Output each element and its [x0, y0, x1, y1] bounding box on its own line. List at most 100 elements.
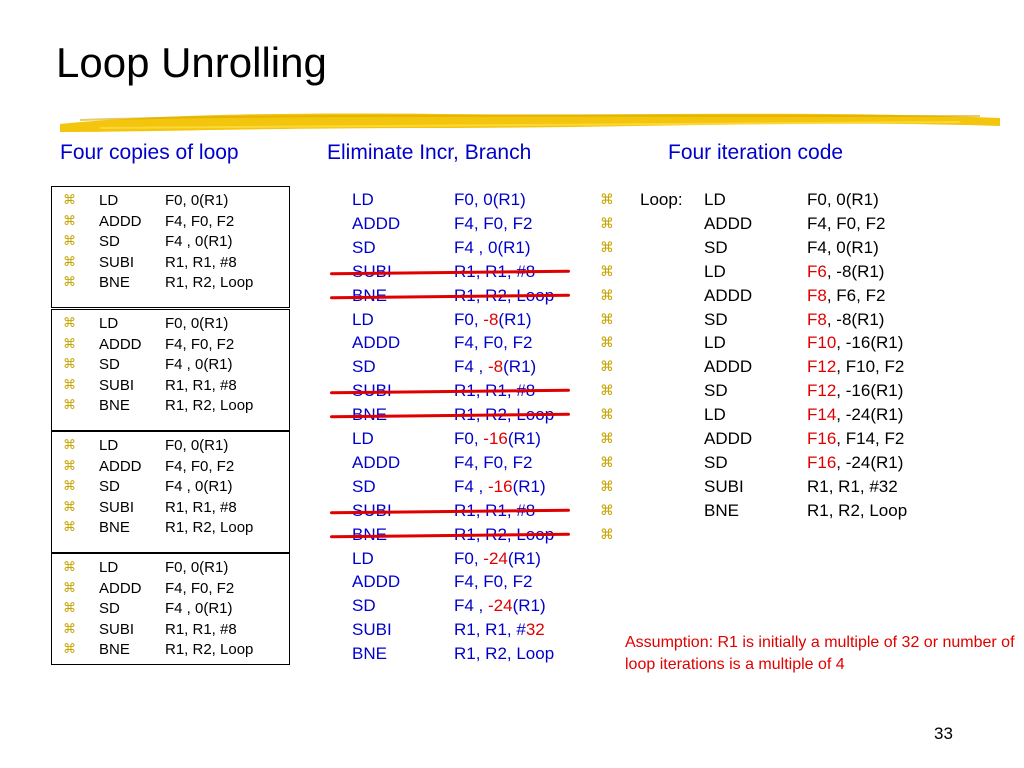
bullet-icon: ⌘	[63, 499, 76, 515]
opcode: BNE	[99, 641, 130, 658]
opcode: SD	[704, 237, 728, 257]
highlighted-offset: F10	[807, 333, 837, 353]
operands: F0, -24(R1)	[454, 547, 541, 571]
highlighted-offset: F8	[807, 285, 827, 305]
bullet-icon: ⌘	[63, 601, 76, 616]
instruction-row: ⌘ SD F4 , 0(R1)	[52, 599, 289, 620]
operand-text: F4 , 0(R1)	[454, 237, 531, 257]
operand-text: F4 ,	[454, 596, 489, 616]
opcode: SUBI	[99, 376, 135, 394]
bullet-icon: ⌘	[63, 642, 76, 657]
instruction-row: SD F4 , -8(R1)	[352, 355, 592, 379]
instruction-row: ⌘ SUBI R1, R1, #8	[52, 376, 289, 397]
opcode: ADDD	[99, 335, 142, 353]
opcode: SUBI	[99, 253, 135, 271]
operands: F4, F0, F2	[165, 335, 235, 353]
instruction-row: ⌘	[600, 523, 920, 547]
opcode: LD	[704, 405, 726, 425]
operands: F4, F0, F2	[454, 570, 532, 594]
operand-text: F0,	[454, 309, 484, 329]
instruction-row: ⌘ LD F0, 0(R1)	[52, 191, 289, 212]
bullet-icon: ⌘	[600, 454, 614, 471]
opcode: SD	[352, 357, 376, 377]
instruction-row: ⌘ ADDD F8, F6, F2	[600, 284, 920, 308]
loop-label: Loop:	[640, 190, 683, 209]
operands: F4 , 0(R1)	[454, 236, 531, 260]
highlighted-offset: F16	[807, 429, 837, 448]
instruction-row: ⌘ SUBI R1, R1, #8	[52, 620, 289, 641]
loop-copy-box: ⌘ LD F0, 0(R1) ⌘ ADDD F4, F0, F2 ⌘ SD F4 , 0(R1)…	[51, 186, 290, 308]
operand-text: , -24(R1)	[836, 452, 904, 472]
opcode: SUBI	[352, 620, 392, 640]
operands: R1, R1, #8	[165, 498, 237, 516]
opcode: LD	[99, 437, 119, 454]
bullet-icon: ⌘	[600, 526, 614, 543]
opcode: ADDD	[352, 333, 401, 353]
highlighted-offset: -16	[483, 429, 508, 448]
instruction-row: ⌘ SD F4, 0(R1)	[600, 236, 920, 260]
instruction-row: LD F0, -8(R1)	[352, 308, 592, 332]
highlighted-offset: -24	[483, 548, 508, 568]
operands: F4 , 0(R1)	[165, 600, 233, 617]
instruction-row: ADDD F4, F0, F2	[352, 570, 592, 594]
instruction-row: ⌘ BNE R1, R2, Loop	[52, 640, 289, 661]
highlighted-offset: F8	[807, 309, 827, 329]
operands: F0, 0(R1)	[165, 315, 229, 332]
operand-text: F4, F0, F2	[454, 333, 533, 353]
instruction-row: ⌘ BNE R1, R2, Loop	[600, 499, 920, 523]
highlighted-offset: -8	[488, 357, 504, 377]
opcode: LD	[99, 559, 119, 576]
operand-text: , -24(R1)	[836, 405, 904, 425]
opcode: LD	[352, 429, 374, 448]
opcode: LD	[99, 315, 119, 332]
opcode: BNE	[99, 519, 130, 536]
opcode: SD	[99, 600, 120, 617]
opcode: SD	[704, 452, 728, 472]
bullet-icon: ⌘	[63, 479, 76, 494]
bullet-icon: ⌘	[600, 215, 614, 232]
bullet-icon: ⌘	[63, 193, 76, 208]
operands: F12, -16(R1)	[807, 379, 903, 403]
operand-text: (R1)	[498, 309, 532, 329]
highlighted-offset: -8	[483, 309, 499, 329]
opcode: SD	[352, 237, 376, 257]
operands: R1, R2, Loop	[454, 642, 554, 666]
opcode: ADDD	[99, 457, 142, 475]
operands: F4, F0, F2	[165, 212, 235, 230]
operand-text: F0, 0(R1)	[454, 190, 526, 209]
opcode: SD	[99, 356, 120, 373]
highlighted-offset: F12	[807, 381, 837, 401]
instruction-row: ⌘ SD F12, -16(R1)	[600, 379, 920, 403]
opcode: SUBI	[99, 498, 135, 516]
instruction-row: ADDD F4, F0, F2	[352, 212, 592, 236]
highlighted-offset: F6	[807, 261, 827, 281]
operands: F16, F14, F2	[807, 427, 904, 451]
instruction-row: ⌘ LD F0, 0(R1)	[52, 558, 289, 579]
title-underline-brush	[60, 113, 1000, 132]
bullet-icon: ⌘	[63, 336, 76, 352]
instruction-row: ADDD F4, F0, F2	[352, 451, 592, 475]
operands: F0, 0(R1)	[807, 188, 879, 212]
opcode: SUBI	[99, 620, 135, 638]
instruction-row: SD F4 , -24(R1)	[352, 594, 592, 618]
bullet-icon: ⌘	[600, 383, 614, 400]
bullet-icon: ⌘	[600, 192, 614, 208]
operands: F4, 0(R1)	[807, 236, 879, 260]
bullet-icon: ⌘	[63, 520, 76, 535]
operands: F4 , 0(R1)	[165, 233, 233, 250]
operands: R1, R2, Loop	[165, 274, 254, 291]
bullet-icon: ⌘	[63, 234, 76, 249]
opcode: SD	[704, 381, 728, 401]
opcode: BNE	[99, 397, 130, 414]
operands: F8, -8(R1)	[807, 308, 884, 332]
operands: F4, F0, F2	[807, 212, 885, 236]
operand-text: (R1)	[503, 357, 537, 377]
opcode: ADDD	[99, 579, 142, 597]
bullet-icon: ⌘	[600, 431, 614, 447]
highlighted-offset: F12	[807, 357, 837, 377]
opcode: SD	[352, 476, 376, 496]
opcode: LD	[704, 333, 726, 353]
instruction-row: ⌘ SUBI R1, R1, #8	[52, 253, 289, 274]
opcode: ADDD	[352, 452, 401, 472]
instruction-row: ⌘ BNE R1, R2, Loop	[52, 273, 289, 294]
